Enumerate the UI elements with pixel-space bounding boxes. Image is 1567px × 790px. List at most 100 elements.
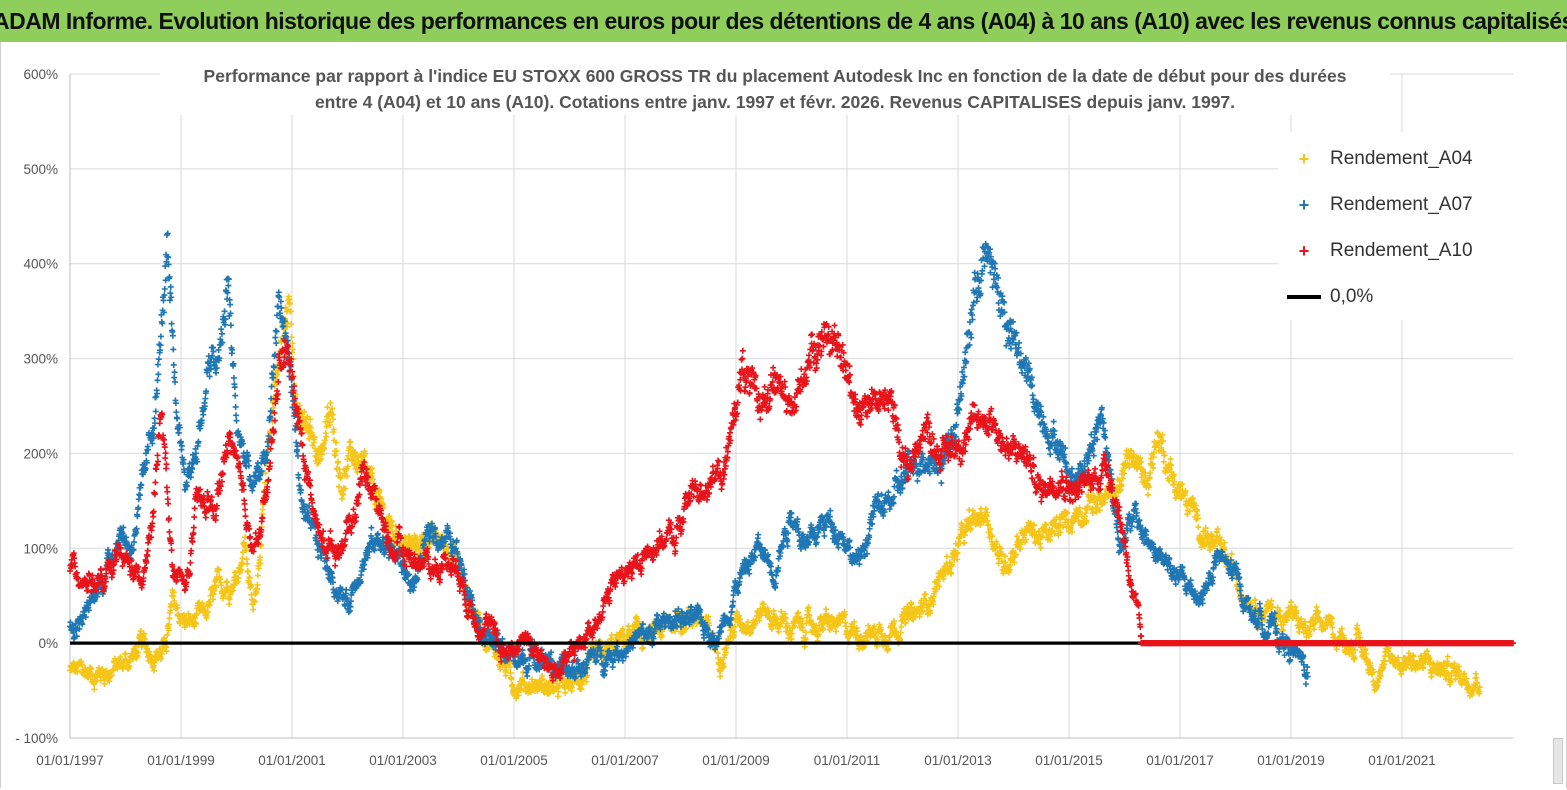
y-tick-label: - 100% xyxy=(15,731,58,746)
data-point xyxy=(168,320,175,327)
data-point xyxy=(255,565,262,572)
data-point xyxy=(248,583,255,590)
data-point xyxy=(654,612,661,619)
data-point xyxy=(340,491,347,498)
data-point xyxy=(876,621,883,628)
data-point xyxy=(154,377,161,384)
data-point xyxy=(289,346,296,353)
data-point xyxy=(239,555,246,562)
data-point xyxy=(153,393,160,400)
data-point xyxy=(202,395,209,402)
series-Rendement_A04 xyxy=(67,293,1483,702)
data-point xyxy=(246,575,253,582)
data-point xyxy=(218,330,225,337)
data-point xyxy=(287,308,294,315)
data-point xyxy=(122,650,129,657)
data-point xyxy=(329,416,336,423)
data-point xyxy=(307,424,314,431)
data-point xyxy=(173,409,180,416)
y-tick-label: 100% xyxy=(23,541,58,556)
data-point xyxy=(539,676,546,683)
x-tick-label: 01/01/1997 xyxy=(36,753,104,768)
data-point xyxy=(233,417,240,424)
data-point xyxy=(508,676,515,683)
data-point xyxy=(1144,491,1151,498)
data-point xyxy=(152,408,159,415)
x-tick-label: 01/01/2019 xyxy=(1257,753,1325,768)
data-point xyxy=(110,666,117,673)
data-point xyxy=(730,598,737,605)
data-point xyxy=(160,297,167,304)
y-tick-label: 400% xyxy=(23,257,58,272)
data-point xyxy=(744,619,751,626)
data-point xyxy=(238,566,245,573)
data-point xyxy=(215,346,222,353)
data-point xyxy=(273,328,280,335)
data-point xyxy=(1167,456,1174,463)
data-point xyxy=(192,620,199,627)
data-point xyxy=(823,606,830,613)
data-point xyxy=(164,631,171,638)
data-point xyxy=(203,615,210,622)
title-banner: ADAM Informe. Evolution historique des p… xyxy=(0,0,1567,42)
chart-area: - 100% 0% 100% 200% 300% 400% 500% 600% 01/01/19… xyxy=(0,42,1567,788)
data-point xyxy=(307,416,314,423)
data-point xyxy=(262,470,269,477)
data-point xyxy=(91,686,98,693)
data-point xyxy=(270,404,277,411)
data-point xyxy=(311,434,318,441)
data-point xyxy=(509,681,516,688)
x-tick-label: 01/01/2005 xyxy=(480,753,548,768)
data-point xyxy=(218,326,225,333)
data-point xyxy=(288,334,295,341)
data-point xyxy=(352,449,359,456)
data-point xyxy=(165,627,172,634)
data-point xyxy=(221,308,228,315)
data-point xyxy=(167,290,174,297)
data-point xyxy=(982,505,989,512)
y-tick-label: 200% xyxy=(23,446,58,461)
data-point xyxy=(369,470,376,477)
data-point xyxy=(318,456,325,463)
y-tick-label: 300% xyxy=(23,352,58,367)
data-point xyxy=(170,346,177,353)
data-point xyxy=(239,561,246,568)
data-point xyxy=(569,684,576,691)
data-point xyxy=(1195,524,1202,531)
data-point xyxy=(174,415,181,422)
data-point xyxy=(226,596,233,603)
data-point xyxy=(349,457,356,464)
data-point xyxy=(151,667,158,674)
data-point xyxy=(174,604,181,611)
data-point xyxy=(528,689,535,696)
data-point xyxy=(1292,604,1299,611)
data-point xyxy=(922,591,929,598)
data-point xyxy=(230,374,237,381)
data-point xyxy=(180,611,187,618)
data-point xyxy=(154,361,161,368)
data-point xyxy=(166,621,173,628)
data-point xyxy=(347,443,354,450)
data-point xyxy=(288,320,295,327)
data-point xyxy=(166,615,173,622)
data-point xyxy=(346,444,353,451)
data-point xyxy=(233,412,240,419)
x-tick-label: 01/01/2017 xyxy=(1146,753,1214,768)
data-point xyxy=(170,589,177,596)
data-point xyxy=(111,655,118,662)
data-point xyxy=(88,671,95,678)
data-point xyxy=(101,680,108,687)
data-point xyxy=(235,574,242,581)
data-point xyxy=(497,666,504,673)
data-point xyxy=(343,586,350,593)
data-point xyxy=(193,610,200,617)
data-point xyxy=(760,600,767,607)
data-point xyxy=(296,402,303,409)
data-point xyxy=(232,392,239,399)
data-point xyxy=(259,506,266,513)
data-point xyxy=(289,340,296,347)
x-tick-label: 01/01/2011 xyxy=(814,753,881,768)
data-point xyxy=(158,650,165,657)
data-point xyxy=(146,648,153,655)
data-point xyxy=(171,374,178,381)
